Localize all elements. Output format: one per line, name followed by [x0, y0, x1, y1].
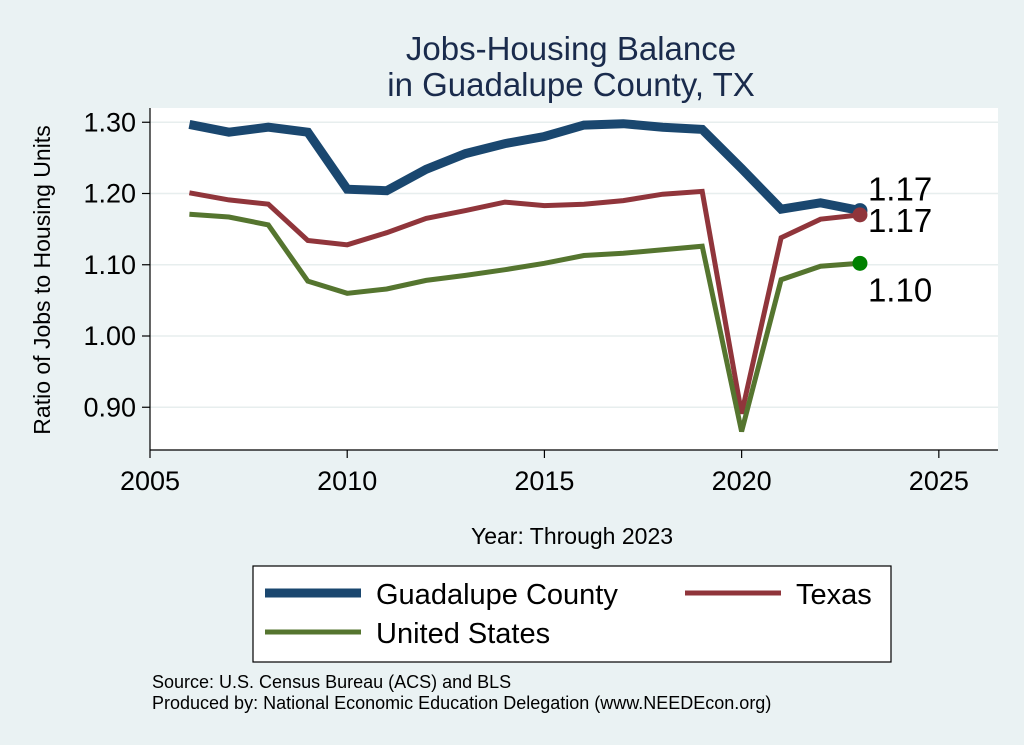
x-axis-label: Year: Through 2023 [471, 523, 673, 549]
end-marker-united-states [852, 255, 868, 271]
produced-by-note: Produced by: National Economic Education… [152, 693, 771, 713]
y-tick-label: 1.10 [83, 250, 136, 280]
series-lines [188, 119, 861, 433]
legend-label-texas: Texas [796, 579, 872, 611]
end-labels: 1.171.17 1.10 [868, 171, 932, 309]
chart-title-line-2: in Guadalupe County, TX [387, 66, 755, 103]
y-tick-label: 1.30 [83, 107, 136, 137]
chart-title-line-1: Jobs-Housing Balance [406, 30, 736, 67]
y-axis-ticks: 0.90 1.00 1.10 1.20 1.30 [83, 107, 150, 422]
x-tick-label: 2015 [514, 466, 574, 496]
series-line-guadalupe-county [188, 119, 861, 216]
y-tick-label: 0.90 [83, 392, 136, 422]
end-label-texas: 1.17 [868, 202, 932, 239]
end-markers [852, 203, 868, 271]
series-line-united-states [189, 211, 861, 433]
y-tick-label: 1.00 [83, 321, 136, 351]
y-axis-label: Ratio of Jobs to Housing Units [29, 125, 55, 434]
end-marker-texas [852, 207, 868, 223]
legend-label-guadalupe-county: Guadalupe County [376, 579, 618, 611]
legend [252, 565, 892, 663]
plot-area [150, 108, 998, 450]
end-label-united-states: 1.10 [868, 271, 932, 308]
end-label-guadalupe-county: 1.17 [868, 171, 932, 208]
x-tick-label: 2020 [712, 466, 772, 496]
x-tick-label: 2005 [120, 466, 180, 496]
series-line-texas [188, 188, 861, 415]
x-tick-label: 2025 [909, 466, 969, 496]
x-axis-ticks: 2005 2010 2015 2020 2025 [120, 450, 969, 496]
legend-label-united-states: United States [376, 618, 550, 650]
source-note: Source: U.S. Census Bureau (ACS) and BLS [152, 672, 511, 692]
x-tick-label: 2010 [317, 466, 377, 496]
y-tick-label: 1.20 [83, 179, 136, 209]
